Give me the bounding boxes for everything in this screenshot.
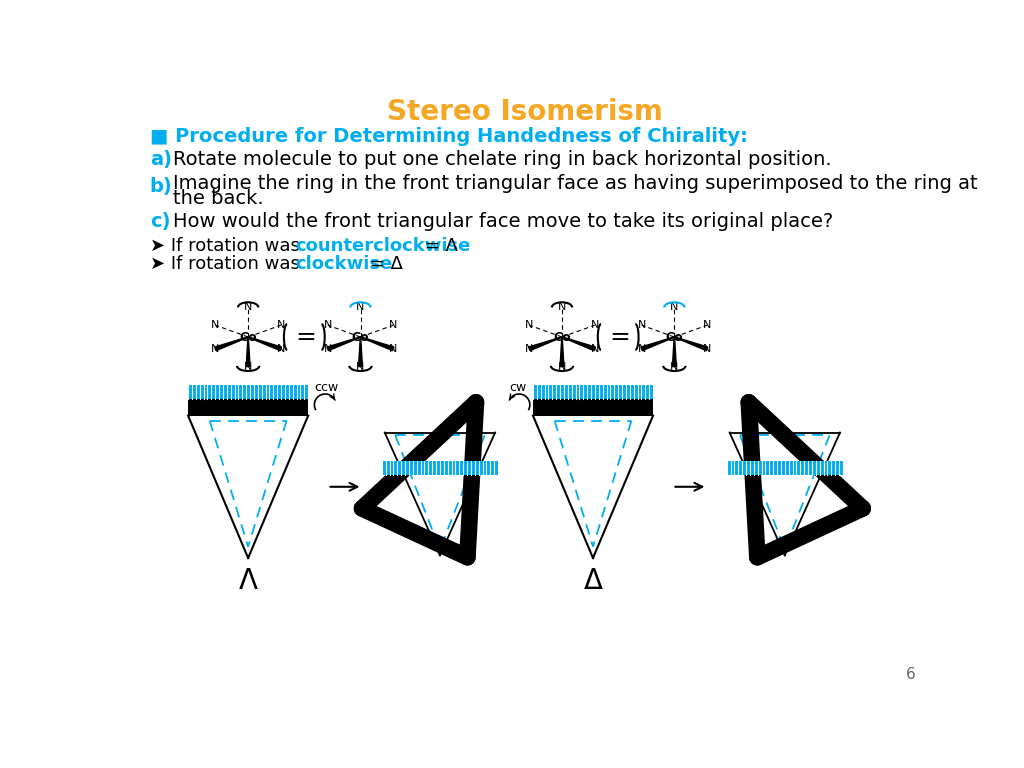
Text: N: N: [670, 362, 679, 372]
Text: N: N: [389, 344, 397, 354]
Polygon shape: [675, 337, 708, 351]
Text: c): c): [150, 212, 170, 231]
Text: the back.: the back.: [173, 189, 263, 208]
Text: N: N: [670, 303, 679, 313]
Text: 6: 6: [906, 667, 915, 682]
Polygon shape: [641, 337, 675, 351]
Text: b): b): [150, 177, 172, 197]
Text: N: N: [324, 320, 332, 330]
Polygon shape: [360, 337, 394, 351]
Polygon shape: [215, 337, 248, 351]
Text: Co: Co: [351, 330, 370, 343]
Text: clockwise: clockwise: [295, 255, 392, 273]
Text: N: N: [591, 320, 599, 330]
Text: N: N: [211, 344, 219, 354]
Text: Δ: Δ: [584, 567, 602, 595]
Text: Rotate molecule to put one chelate ring in back horizontal position.: Rotate molecule to put one chelate ring …: [173, 151, 831, 170]
Text: N: N: [389, 320, 397, 330]
Bar: [532, 399, 653, 415]
Polygon shape: [528, 337, 562, 351]
Text: =: =: [296, 325, 316, 349]
Text: N: N: [525, 320, 534, 330]
Text: N: N: [638, 344, 646, 354]
Polygon shape: [673, 337, 676, 366]
Text: N: N: [702, 344, 712, 354]
Text: N: N: [211, 320, 219, 330]
Text: Λ: Λ: [239, 567, 258, 595]
Polygon shape: [560, 337, 564, 366]
Text: =: =: [609, 325, 631, 349]
Text: ➤ If rotation was: ➤ If rotation was: [150, 255, 305, 273]
Text: counterclockwise: counterclockwise: [295, 237, 471, 255]
Text: How would the front triangular face move to take its original place?: How would the front triangular face move…: [173, 212, 834, 231]
Text: Co: Co: [553, 330, 570, 343]
Text: Co: Co: [240, 330, 257, 343]
Text: ■ Procedure for Determining Handedness of Chirality:: ■ Procedure for Determining Handedness o…: [150, 127, 748, 147]
Text: N: N: [324, 344, 332, 354]
Polygon shape: [562, 337, 595, 351]
Text: cw: cw: [510, 382, 526, 394]
Bar: [727, 462, 843, 475]
Text: N: N: [638, 320, 646, 330]
Polygon shape: [358, 337, 362, 366]
Text: a): a): [150, 151, 172, 170]
Text: N: N: [244, 303, 252, 313]
Text: ccw: ccw: [314, 382, 339, 394]
Bar: [382, 462, 498, 475]
Polygon shape: [327, 337, 360, 351]
Text: N: N: [276, 320, 285, 330]
Polygon shape: [246, 337, 250, 366]
Text: N: N: [356, 362, 365, 372]
Text: Co: Co: [666, 330, 683, 343]
Text: N: N: [276, 344, 285, 354]
Text: N: N: [558, 303, 566, 313]
Text: N: N: [702, 320, 712, 330]
Bar: [532, 385, 653, 399]
Polygon shape: [248, 337, 282, 351]
Text: Imagine the ring in the front triangular face as having superimposed to the ring: Imagine the ring in the front triangular…: [173, 174, 978, 193]
Text: N: N: [558, 362, 566, 372]
Text: N: N: [244, 362, 252, 372]
Text: ➤ If rotation was: ➤ If rotation was: [150, 237, 305, 255]
Text: Stereo Isomerism: Stereo Isomerism: [387, 98, 663, 126]
Bar: [188, 399, 308, 415]
Text: = Δ: = Δ: [365, 255, 403, 273]
Text: N: N: [356, 303, 365, 313]
Bar: [188, 385, 308, 399]
Text: N: N: [591, 344, 599, 354]
Text: N: N: [525, 344, 534, 354]
Text: = Λ: = Λ: [419, 237, 458, 255]
